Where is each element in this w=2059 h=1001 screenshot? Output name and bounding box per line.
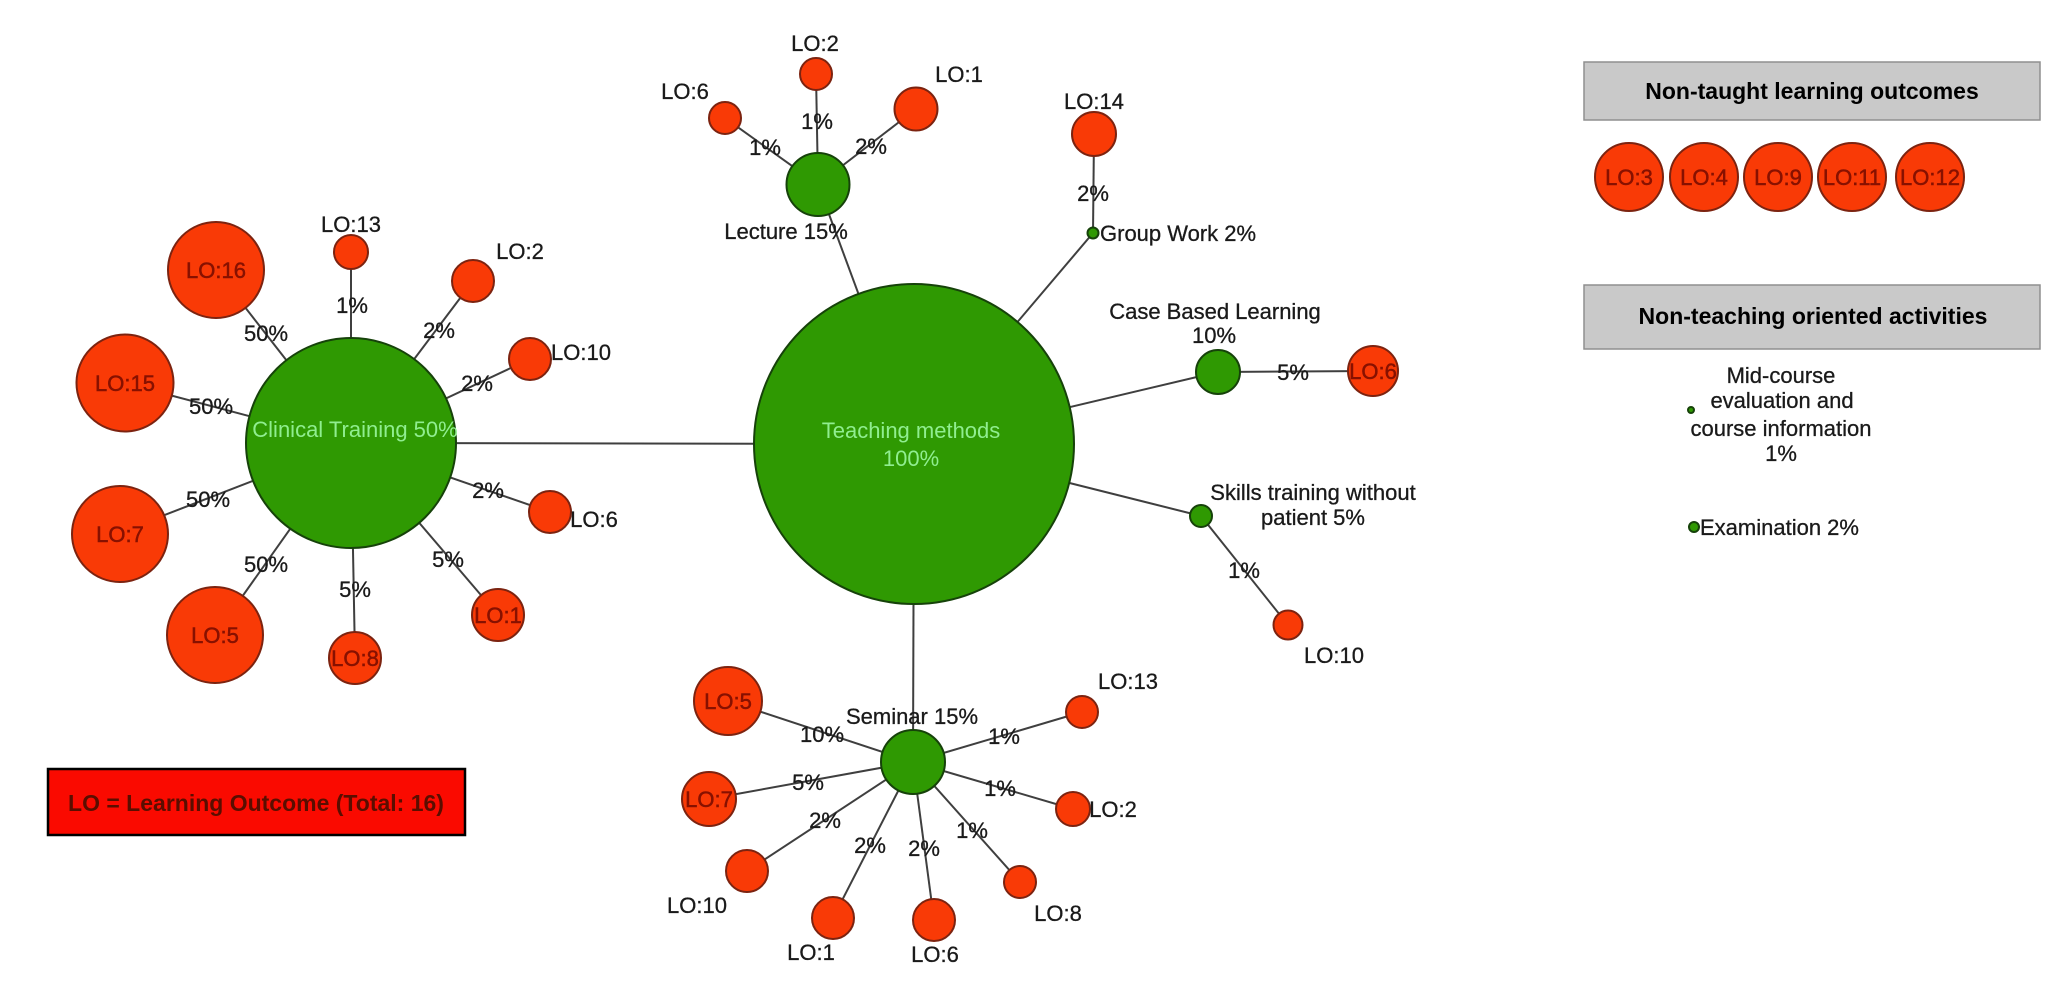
svg-text:2%: 2%	[908, 836, 940, 861]
svg-text:1%: 1%	[336, 293, 368, 318]
svg-text:LO:7: LO:7	[96, 522, 144, 547]
svg-text:LO:15: LO:15	[95, 371, 155, 396]
svg-text:Non-taught learning outcomes: Non-taught learning outcomes	[1645, 78, 1979, 104]
svg-text:5%: 5%	[1277, 360, 1309, 385]
svg-text:5%: 5%	[339, 577, 371, 602]
svg-text:1%: 1%	[984, 776, 1016, 801]
svg-text:LO:2: LO:2	[496, 239, 544, 264]
svg-text:2%: 2%	[855, 134, 887, 159]
svg-text:LO:10: LO:10	[667, 893, 727, 918]
svg-text:LO:14: LO:14	[1064, 89, 1124, 114]
svg-text:LO:13: LO:13	[321, 212, 381, 237]
svg-text:Non-teaching oriented activiti: Non-teaching oriented activities	[1639, 303, 1988, 329]
svg-text:2%: 2%	[1077, 181, 1109, 206]
svg-text:LO:13: LO:13	[1098, 669, 1158, 694]
svg-text:LO:8: LO:8	[1034, 901, 1082, 926]
svg-text:100%: 100%	[883, 446, 939, 471]
svg-text:LO:9: LO:9	[1754, 165, 1802, 190]
svg-text:5%: 5%	[432, 547, 464, 572]
svg-text:LO:7: LO:7	[685, 787, 733, 812]
svg-text:LO:6: LO:6	[911, 942, 959, 967]
svg-text:LO:1: LO:1	[474, 603, 522, 628]
svg-text:2%: 2%	[472, 478, 504, 503]
svg-text:10%: 10%	[800, 722, 844, 747]
svg-text:Examination 2%: Examination 2%	[1700, 515, 1859, 540]
svg-text:1%: 1%	[1765, 441, 1797, 466]
svg-text:1%: 1%	[749, 135, 781, 160]
svg-text:LO:10: LO:10	[1304, 643, 1364, 668]
svg-text:1%: 1%	[956, 818, 988, 843]
svg-text:patient 5%: patient 5%	[1261, 505, 1365, 530]
svg-text:evaluation and: evaluation and	[1710, 388, 1853, 413]
svg-text:LO:6: LO:6	[661, 79, 709, 104]
svg-text:Teaching methods: Teaching methods	[822, 418, 1001, 443]
svg-text:50%: 50%	[244, 321, 288, 346]
svg-text:LO:5: LO:5	[704, 689, 752, 714]
svg-text:1%: 1%	[801, 109, 833, 134]
svg-text:LO:2: LO:2	[791, 31, 839, 56]
svg-text:Skills training without: Skills training without	[1210, 480, 1415, 505]
svg-text:LO:12: LO:12	[1900, 165, 1960, 190]
svg-text:1%: 1%	[1228, 558, 1260, 583]
svg-text:LO:6: LO:6	[570, 507, 618, 532]
svg-text:10%: 10%	[1192, 323, 1236, 348]
svg-text:50%: 50%	[189, 394, 233, 419]
svg-text:LO:8: LO:8	[331, 646, 379, 671]
svg-text:Seminar 15%: Seminar 15%	[846, 704, 978, 729]
svg-text:LO:6: LO:6	[1349, 359, 1397, 384]
svg-text:50%: 50%	[244, 552, 288, 577]
svg-text:2%: 2%	[423, 318, 455, 343]
svg-text:2%: 2%	[854, 833, 886, 858]
svg-text:LO:1: LO:1	[787, 940, 835, 965]
svg-text:Case Based Learning: Case Based Learning	[1109, 299, 1321, 324]
svg-text:LO = Learning Outcome (Total:: LO = Learning Outcome (Total: 16)	[68, 790, 444, 816]
svg-text:LO:5: LO:5	[191, 623, 239, 648]
svg-text:2%: 2%	[809, 808, 841, 833]
svg-text:LO:16: LO:16	[186, 258, 246, 283]
svg-text:LO:3: LO:3	[1605, 165, 1653, 190]
svg-text:LO:10: LO:10	[551, 340, 611, 365]
svg-text:2%: 2%	[461, 371, 493, 396]
svg-text:Group Work 2%: Group Work 2%	[1100, 221, 1256, 246]
svg-text:LO:4: LO:4	[1680, 165, 1728, 190]
svg-text:Clinical Training 50%: Clinical Training 50%	[252, 417, 457, 442]
svg-text:LO:2: LO:2	[1089, 797, 1137, 822]
svg-text:Mid-course: Mid-course	[1727, 363, 1836, 388]
svg-text:course information: course information	[1691, 416, 1872, 441]
svg-text:50%: 50%	[186, 487, 230, 512]
svg-text:Lecture 15%: Lecture 15%	[724, 219, 848, 244]
svg-text:5%: 5%	[792, 770, 824, 795]
svg-text:LO:1: LO:1	[935, 62, 983, 87]
svg-text:1%: 1%	[988, 724, 1020, 749]
svg-text:LO:11: LO:11	[1823, 165, 1881, 190]
